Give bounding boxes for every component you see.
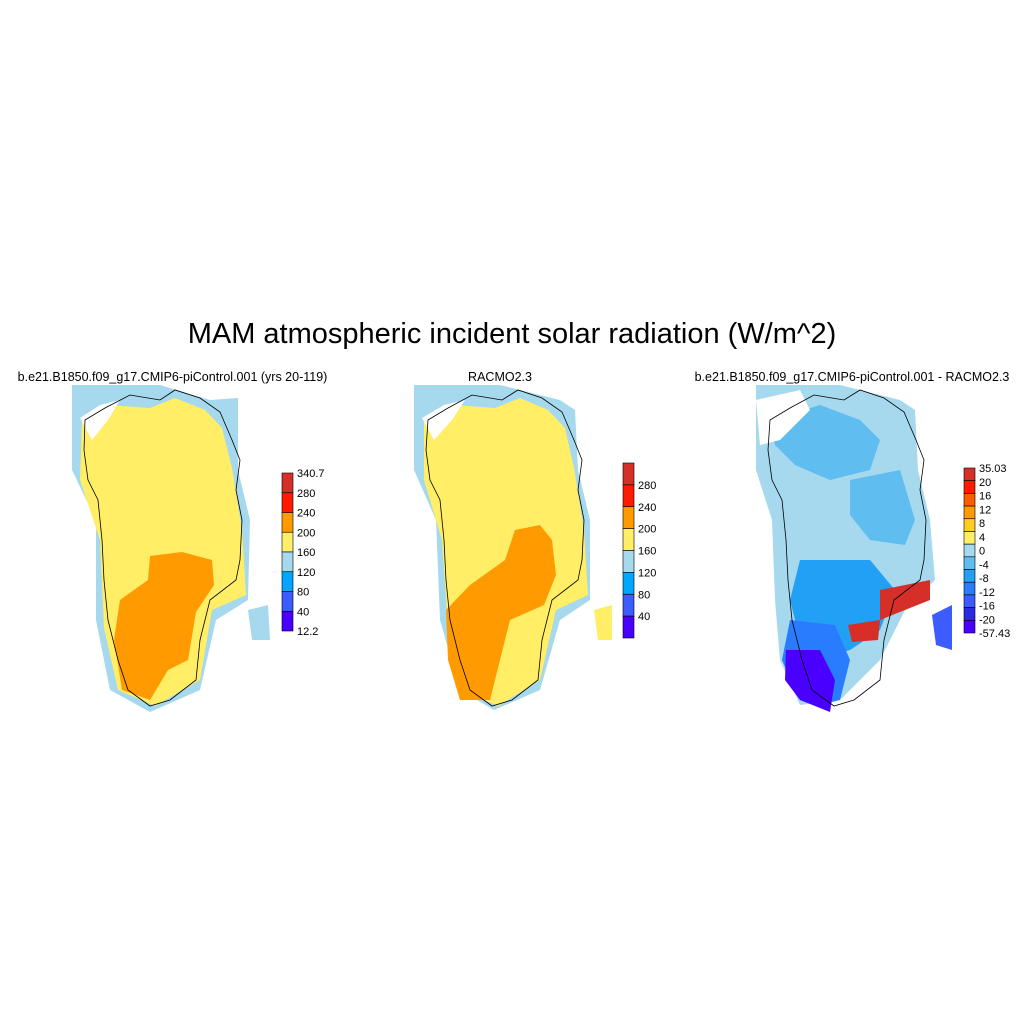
colorbar-swatch xyxy=(963,480,976,494)
colorbar-tick-label: 40 xyxy=(638,611,650,623)
colorbar-tick-label: 200 xyxy=(638,524,656,536)
panel-2-map xyxy=(414,385,612,710)
panel-2-coastline xyxy=(425,389,585,707)
colorbar-swatch xyxy=(281,551,294,573)
colorbar-swatch xyxy=(281,492,294,513)
panel-1-orange-south xyxy=(114,552,214,700)
colorbar-tick-label: 340.7 xyxy=(297,468,325,480)
colorbar-tick-label: 0 xyxy=(979,546,985,558)
panel-1-title: b.e21.B1850.f09_g17.CMIP6-piControl.001 … xyxy=(17,370,328,384)
panel-2-white-gap xyxy=(422,400,465,440)
colorbar-swatch xyxy=(622,484,635,508)
colorbar-swatch xyxy=(281,610,294,632)
colorbar-tick-label: -20 xyxy=(979,614,995,626)
colorbar-swatch xyxy=(963,556,976,570)
colorbar-tick-label: 80 xyxy=(638,589,650,601)
figure-title: MAM atmospheric incident solar radiation… xyxy=(187,318,837,350)
colorbar-swatch xyxy=(622,593,635,617)
colorbar-swatch xyxy=(281,512,294,533)
colorbar-swatch xyxy=(963,581,976,596)
colorbar-tick-label: 80 xyxy=(297,587,309,599)
panel-2-orange-south xyxy=(446,525,556,700)
colorbar-swatch xyxy=(963,607,976,621)
colorbar-tick-label: 4 xyxy=(979,532,985,544)
colorbar-swatch xyxy=(622,550,635,573)
panel-1-white-gap xyxy=(80,400,120,440)
colorbar-tick-label: 120 xyxy=(638,567,656,579)
colorbar-tick-label: 8 xyxy=(979,518,985,530)
panel-3-purple-tip xyxy=(785,650,835,712)
colorbar-tick-label: 35.03 xyxy=(979,463,1007,475)
colorbar-tick-label: 160 xyxy=(638,546,656,558)
panel-3-coastline xyxy=(767,389,927,707)
colorbar-tick-label: -4 xyxy=(979,559,989,571)
colorbar-swatch xyxy=(622,615,635,639)
colorbar-tick-label: 120 xyxy=(297,567,315,579)
panel-1-colorbar: 340.7 280 240 200 160 120 80 40 12.2 xyxy=(281,468,325,638)
colorbar-swatch xyxy=(963,518,976,532)
panel-2-colorbar: 280 240 200 160 120 80 40 xyxy=(622,462,656,639)
colorbar-swatch xyxy=(963,543,976,558)
colorbar-swatch xyxy=(963,620,976,634)
colorbar-tick-label: 12.2 xyxy=(297,626,318,638)
colorbar-tick-label: 280 xyxy=(638,480,656,492)
colorbar-swatch xyxy=(622,572,635,595)
colorbar-tick-label: 240 xyxy=(638,502,656,514)
panel-3-map xyxy=(756,385,952,712)
panel-3-red-coast xyxy=(880,580,930,620)
colorbar-swatch xyxy=(281,571,294,592)
panel-1-small-island xyxy=(248,605,270,640)
colorbar-swatch xyxy=(963,569,976,583)
colorbar-swatch xyxy=(963,493,976,507)
colorbar-tick-label: 280 xyxy=(297,488,315,500)
colorbar-tick-label: -57.43 xyxy=(979,628,1010,640)
panel-2-title: RACMO2.3 xyxy=(468,370,532,384)
colorbar-swatch xyxy=(963,531,976,545)
colorbar-tick-label: 200 xyxy=(297,527,315,539)
colorbar-swatch xyxy=(281,472,294,494)
panel-3-blue-patch-east xyxy=(850,470,915,545)
panel-3-blue-patch-north xyxy=(770,405,880,480)
colorbar-tick-label: -16 xyxy=(979,601,995,613)
colorbar-swatch xyxy=(622,462,635,486)
panel-3-red-coast-2 xyxy=(848,620,880,642)
colorbar-swatch xyxy=(963,505,976,520)
panel-1-map xyxy=(72,385,270,712)
colorbar-tick-label: 12 xyxy=(979,504,991,516)
colorbar-tick-label: 40 xyxy=(297,606,309,618)
colorbar-swatch xyxy=(622,528,635,551)
colorbar-tick-label: 16 xyxy=(979,491,991,503)
colorbar-swatch xyxy=(281,531,294,553)
colorbar-tick-label: -8 xyxy=(979,573,989,585)
colorbar-swatch xyxy=(622,506,635,529)
colorbar-swatch xyxy=(281,591,294,612)
colorbar-tick-label: 20 xyxy=(979,477,991,489)
panel-3-small-island xyxy=(932,605,952,650)
colorbar-swatch xyxy=(963,594,976,608)
panel-2-small-island xyxy=(594,605,612,640)
panel-1-coastline xyxy=(83,389,243,707)
panel-3-title: b.e21.B1850.f09_g17.CMIP6-piControl.001 … xyxy=(694,370,1010,384)
colorbar-tick-label: 240 xyxy=(297,508,315,520)
colorbar-swatch xyxy=(963,467,976,481)
colorbar-tick-label: 160 xyxy=(297,547,315,559)
colorbar-tick-label: -12 xyxy=(979,587,995,599)
